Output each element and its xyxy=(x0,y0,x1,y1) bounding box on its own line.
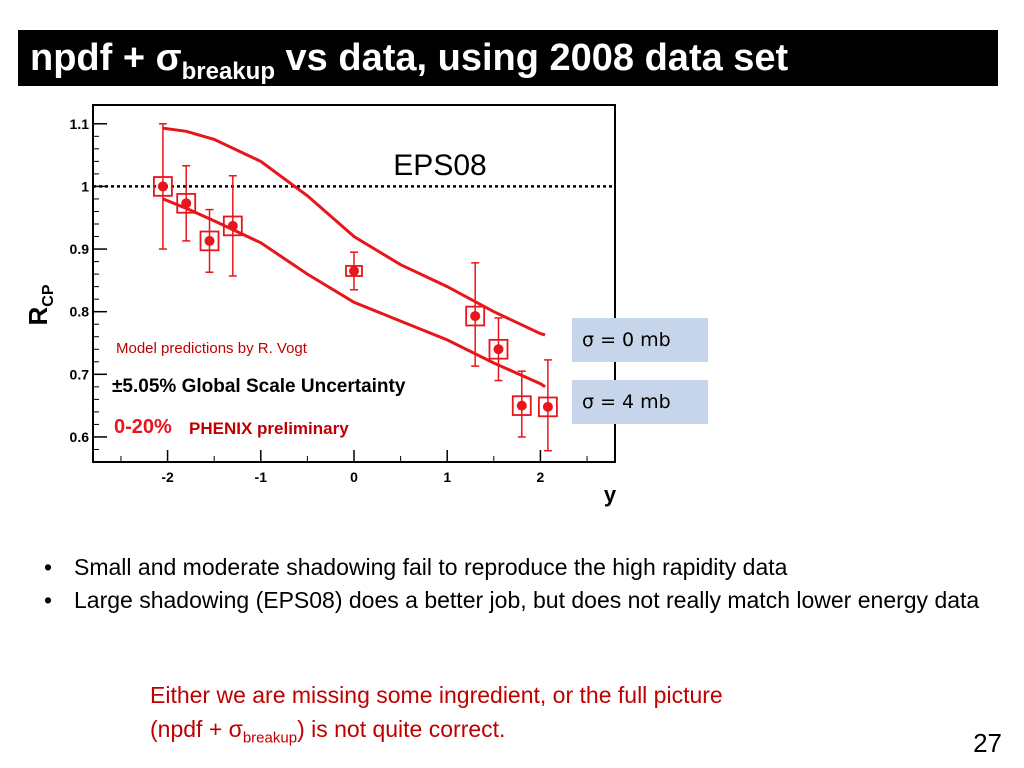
data-point xyxy=(204,235,215,246)
title-sigma: σ xyxy=(155,37,182,79)
title-subscript: breakup xyxy=(181,58,275,85)
bullet-item: Small and moderate shadowing fail to rep… xyxy=(44,552,984,582)
page-number: 27 xyxy=(973,728,1002,758)
legend-sigma-0: σ = 0 mb xyxy=(572,318,708,362)
legend-sigma-4: σ = 4 mb xyxy=(572,380,708,424)
phenix-preliminary-annotation: PHENIX preliminary xyxy=(189,419,349,438)
y-tick-label: 1.1 xyxy=(70,116,90,132)
chart-title: EPS08 xyxy=(393,149,486,182)
data-point xyxy=(470,311,481,322)
conclusion-sigma: σ xyxy=(228,716,243,742)
systematic-box xyxy=(465,305,486,327)
systematic-box xyxy=(153,176,173,197)
conclusion-text: Either we are missing some ingredient, o… xyxy=(150,678,910,756)
y-axis-label-main: R xyxy=(23,307,53,326)
y-axis-label-sub: CP xyxy=(40,284,57,307)
y-tick-label: 1 xyxy=(81,178,89,194)
systematic-box xyxy=(199,230,220,252)
data-point xyxy=(227,220,238,231)
systematic-box xyxy=(488,338,509,360)
title-suffix: vs data, using 2008 data set xyxy=(274,37,789,79)
data-point xyxy=(349,265,359,276)
conclusion-line-1: Either we are missing some ingredient, o… xyxy=(150,682,723,708)
x-tick-label: 1 xyxy=(443,469,451,485)
x-axis-label: y xyxy=(604,482,617,507)
model-curve-1 xyxy=(162,197,546,389)
data-point xyxy=(157,181,168,192)
rcp-chart: -2 -1 0 1 2 0.6 0.7 0.8 0.9 1 1.1 EPS08 RCP y Mode… xyxy=(23,104,617,507)
x-tick-label: 0 xyxy=(350,469,358,485)
conclusion-prefix: (npdf + xyxy=(150,716,229,742)
data-point xyxy=(181,198,192,209)
data-point xyxy=(493,344,504,355)
bullet-item: Large shadowing (EPS08) does a better jo… xyxy=(44,585,984,615)
systematic-box xyxy=(511,395,532,416)
centrality-annotation: 0-20% xyxy=(114,416,172,438)
systematic-box xyxy=(345,265,363,277)
x-tick-label: -1 xyxy=(255,469,268,485)
y-axis-label: RCP xyxy=(23,284,57,325)
scale-uncertainty-annotation: ±5.05% Global Scale Uncertainty xyxy=(112,376,406,397)
y-tick-label: 0.6 xyxy=(70,429,90,445)
model-annotation: Model predictions by R. Vogt xyxy=(116,340,308,357)
conclusion-line-2: (npdf + σbreakup) is not quite correct. xyxy=(150,712,910,756)
x-tick-label: 2 xyxy=(537,469,545,485)
systematic-box xyxy=(537,396,558,418)
conclusion-subscript: breakup xyxy=(242,729,298,747)
title-prefix: npdf + xyxy=(30,37,156,79)
conclusion-suffix: ) is not quite correct. xyxy=(297,716,506,742)
systematic-box xyxy=(222,215,243,237)
systematic-box xyxy=(176,193,197,214)
y-tick-label: 0.9 xyxy=(70,241,90,257)
y-tick-label: 0.7 xyxy=(70,366,90,382)
model-curve-0 xyxy=(162,126,546,337)
data-point xyxy=(516,400,527,411)
slide-title: npdf + σbreakup vs data, using 2008 data… xyxy=(18,30,998,86)
data-point xyxy=(542,401,553,412)
bullet-list: Small and moderate shadowing fail to rep… xyxy=(44,552,984,618)
y-tick-label: 0.8 xyxy=(70,304,90,320)
x-tick-label: -2 xyxy=(161,469,174,485)
